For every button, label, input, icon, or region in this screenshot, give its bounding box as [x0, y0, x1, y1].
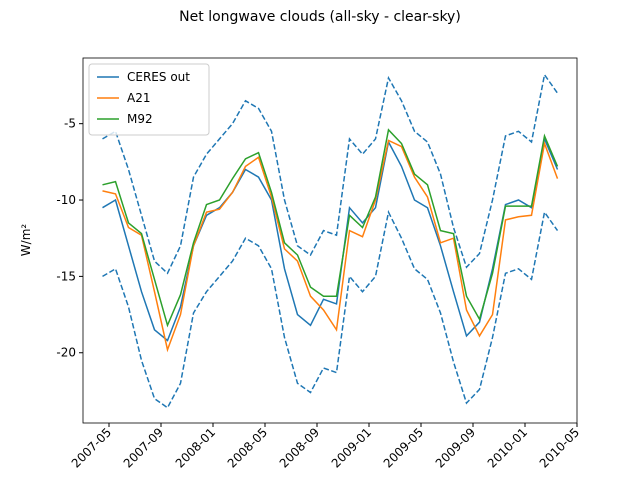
plot-frame [82, 57, 578, 424]
legend-label: CERES out [127, 70, 190, 84]
x-tick-label: 2008-05 [225, 425, 270, 470]
legend-label: A21 [127, 91, 150, 105]
x-tick-label: 2009-09 [433, 425, 478, 470]
x-tick-label: 2008-09 [277, 425, 322, 470]
x-tick-label: 2007-05 [69, 425, 114, 470]
band-line [102, 72, 559, 275]
series-line [102, 136, 559, 342]
y-tick-label: -10 [56, 193, 76, 207]
y-tick-label: -15 [56, 269, 76, 283]
legend-label: M92 [127, 112, 153, 126]
y-tick-label: -20 [56, 346, 76, 360]
legend: CERES out A21 M92 [88, 63, 210, 136]
x-tick-label: 2008-01 [173, 425, 218, 470]
x-tick-label: 2007-09 [121, 425, 166, 470]
x-tick-label: 2010-05 [537, 425, 582, 470]
chart-title: Net longwave clouds (all-sky - clear-sky… [179, 9, 461, 25]
legend-box [88, 63, 210, 136]
series-line [102, 139, 559, 353]
series-line [102, 128, 559, 328]
x-tick-label: 2009-01 [329, 425, 374, 470]
y-axis-label: W/m² [19, 224, 33, 257]
y-tick-label: -5 [64, 117, 76, 131]
band-line [102, 209, 559, 409]
x-tick-label: 2009-05 [381, 425, 426, 470]
x-tick-label: 2010-01 [485, 425, 530, 470]
